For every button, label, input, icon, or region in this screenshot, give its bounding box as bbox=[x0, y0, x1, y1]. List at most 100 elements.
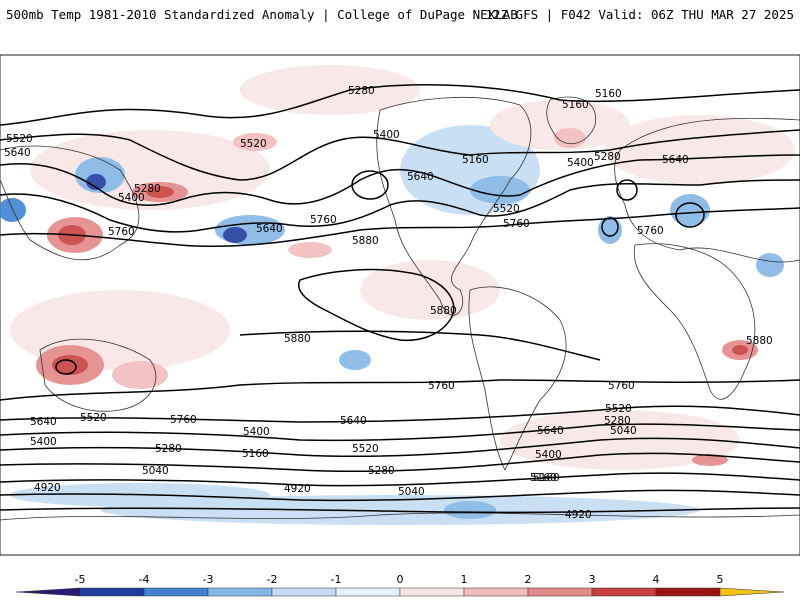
colorbar-swatches bbox=[15, 587, 785, 597]
colorbar-tick-label: 3 bbox=[589, 573, 596, 586]
warm-anomaly-core bbox=[52, 355, 88, 375]
colorbar-swatch bbox=[271, 587, 337, 597]
contour-label: 5040 bbox=[398, 486, 425, 498]
contour-label: 5280 bbox=[134, 183, 161, 195]
contour-line bbox=[0, 507, 800, 514]
contour-label: 5400 bbox=[373, 129, 400, 141]
contour-label: 5160 bbox=[562, 99, 589, 111]
contour-line bbox=[0, 179, 800, 233]
colorbar-tick-label: 4 bbox=[653, 573, 660, 586]
contour-line bbox=[0, 379, 800, 401]
contour-label: 5760 bbox=[428, 380, 455, 392]
coastline-antarctica bbox=[0, 512, 800, 521]
warm-anomaly-core bbox=[692, 454, 728, 466]
contour-label: 5400 bbox=[243, 426, 270, 438]
contour-label: 5760 bbox=[637, 225, 664, 237]
coastlines bbox=[0, 96, 800, 521]
colorbar-swatch bbox=[463, 587, 529, 597]
cold-anomaly-area bbox=[100, 495, 700, 525]
contour-line bbox=[0, 405, 800, 423]
contour-line bbox=[0, 437, 800, 458]
contour-label: 5400 bbox=[535, 449, 562, 461]
closed-low-contour bbox=[675, 202, 705, 228]
anomaly-map: 5280 5160 5160 5520 5640 5400 5280 5400 … bbox=[0, 54, 800, 556]
contour-label: 5280 bbox=[368, 465, 395, 477]
warm-anomaly-core bbox=[146, 186, 174, 198]
contour-label: 5160 bbox=[533, 472, 560, 484]
contour-line bbox=[0, 84, 800, 126]
contour-label: 5520 bbox=[352, 443, 379, 455]
contour-label: 5760 bbox=[170, 414, 197, 426]
warm-anomaly-core bbox=[732, 345, 748, 355]
cold-anomaly-core bbox=[339, 350, 371, 370]
header: 500mb Temp 1981-2010 Standardized Anomal… bbox=[0, 0, 800, 30]
colorbar-tick-label: -4 bbox=[139, 573, 150, 586]
contour-label: 5640 bbox=[30, 416, 57, 428]
contour-label: 5640 bbox=[407, 171, 434, 183]
cold-anomaly-core bbox=[598, 216, 622, 244]
colorbar-tick-label: 1 bbox=[461, 573, 468, 586]
coastline-australia bbox=[39, 338, 157, 412]
contour-label: 5880 bbox=[430, 305, 457, 317]
contour-label: 5160 bbox=[462, 154, 489, 166]
contour-line bbox=[0, 129, 800, 181]
contour-label: 4920 bbox=[565, 509, 592, 521]
contour-label: 5400 bbox=[118, 192, 145, 204]
colorbar-swatch bbox=[207, 587, 273, 597]
closed-low-contour bbox=[55, 359, 77, 375]
contour-line bbox=[0, 472, 800, 487]
colorbar-tick-label: -2 bbox=[267, 573, 278, 586]
model-valid-time: 12Z GFS | F042 Valid: 06Z THU MAR 27 202… bbox=[485, 7, 794, 22]
contour-label: 5280 bbox=[604, 415, 631, 427]
warm-anomaly-core bbox=[112, 361, 168, 389]
closed-low-contour bbox=[616, 179, 638, 201]
contour-line bbox=[239, 330, 601, 361]
contour-label: 5040 bbox=[610, 425, 637, 437]
colorbar-swatch bbox=[719, 587, 785, 597]
coastline-africa bbox=[633, 243, 756, 400]
colorbar-swatch bbox=[79, 587, 145, 597]
closed-low-contour bbox=[351, 170, 389, 200]
contour-label: 5400 bbox=[567, 157, 594, 169]
contour-line bbox=[298, 268, 455, 342]
colorbar-tick-label: -3 bbox=[203, 573, 214, 586]
coastline-north-america bbox=[376, 96, 532, 316]
contour-label: 5880 bbox=[352, 235, 379, 247]
colorbar-tick-label: 5 bbox=[717, 573, 724, 586]
contour-labels: 5280 5160 5160 5520 5640 5400 5280 5400 … bbox=[4, 85, 773, 521]
contour-label: 5640 bbox=[256, 223, 283, 235]
warm-anomaly-area bbox=[360, 260, 500, 320]
coastline-south-america bbox=[468, 286, 567, 471]
colorbar-ticks: -5 -4 -3 -2 -1 0 1 2 3 4 5 bbox=[75, 573, 724, 586]
contour-label: 5880 bbox=[284, 333, 311, 345]
colorbar-swatch bbox=[655, 587, 721, 597]
contour-label: 5040 bbox=[142, 465, 169, 477]
warm-anomaly-core bbox=[554, 128, 586, 148]
colorbar-tick-label: -1 bbox=[331, 573, 342, 586]
contour-label: 5400 bbox=[30, 436, 57, 448]
colorbar-swatch bbox=[591, 587, 657, 597]
contour-line bbox=[0, 154, 800, 206]
colorbar-swatch bbox=[399, 587, 465, 597]
contour-label: 4920 bbox=[284, 483, 311, 495]
cold-anomaly-core bbox=[223, 227, 247, 243]
contour-label: 5160 bbox=[242, 448, 269, 460]
colorbar-tick-label: -5 bbox=[75, 573, 86, 586]
contour-label: 5280 bbox=[155, 443, 182, 455]
contour-label: 5640 bbox=[340, 415, 367, 427]
cold-anomaly-core bbox=[444, 501, 496, 519]
contour-label: 5760 bbox=[608, 380, 635, 392]
contour-label: 5520 bbox=[493, 203, 520, 215]
colorbar-swatch bbox=[527, 587, 593, 597]
contour-line bbox=[0, 452, 800, 473]
height-contours bbox=[0, 84, 800, 514]
coastline-east-asia bbox=[0, 145, 140, 261]
closed-low-contour bbox=[601, 217, 619, 237]
warm-anomaly-area bbox=[605, 115, 795, 185]
contour-label: 5640 bbox=[662, 154, 689, 166]
contour-label: 5880 bbox=[746, 335, 773, 347]
contour-label: 5160 bbox=[530, 472, 557, 484]
anomaly-colorbar: -5 -4 -3 -2 -1 0 1 2 3 4 5 bbox=[15, 573, 785, 597]
cold-anomaly-core bbox=[670, 194, 710, 226]
contour-label: 5760 bbox=[310, 214, 337, 226]
